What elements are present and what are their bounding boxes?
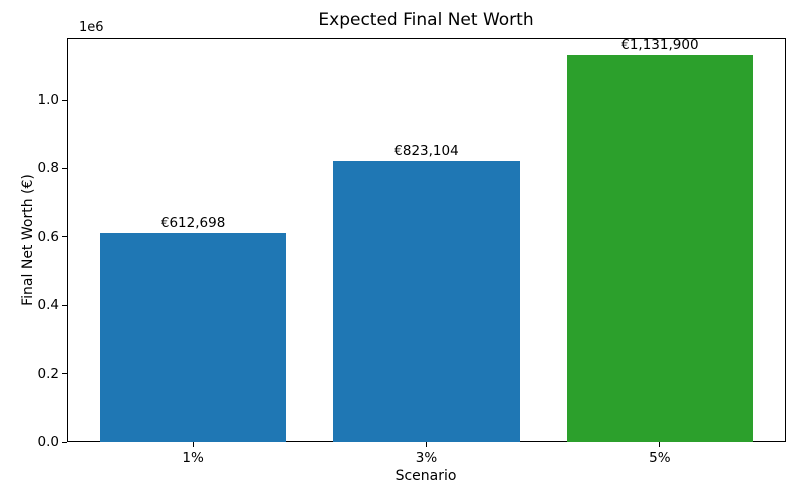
bar-value-label: €612,698 <box>160 214 226 231</box>
bar-value-label: €823,104 <box>394 142 459 159</box>
bar-1% <box>99 232 287 442</box>
x-tick-mark <box>426 442 427 447</box>
x-axis-label: Scenario <box>395 468 457 484</box>
y-tick-mark <box>62 167 67 169</box>
y-tick-mark <box>62 236 67 238</box>
x-tick-mark <box>659 442 661 447</box>
y-tick-mark <box>62 441 67 443</box>
y-axis-offset-label: 1e6 <box>79 20 104 35</box>
bar-value-label: €1,131,900 <box>621 36 699 53</box>
chart-title: Expected Final Net Worth <box>318 10 534 30</box>
y-tick-mark <box>62 99 67 101</box>
y-tick-label: 0.2 <box>37 365 59 382</box>
y-tick-label: 0.8 <box>37 160 59 177</box>
y-tick-mark <box>62 304 67 306</box>
y-tick-label: 0.4 <box>37 297 59 314</box>
bar-5% <box>566 54 754 442</box>
x-tick-mark <box>192 442 194 447</box>
bar-3% <box>333 160 520 442</box>
y-tick-label: 0.6 <box>37 228 59 245</box>
x-tick-label: 5% <box>649 450 671 466</box>
y-tick-mark <box>62 373 67 375</box>
y-tick-label: 1.0 <box>37 92 59 108</box>
y-tick-label: 0.0 <box>37 434 59 450</box>
x-tick-label: 1% <box>182 450 204 466</box>
x-tick-label: 3% <box>415 450 438 466</box>
